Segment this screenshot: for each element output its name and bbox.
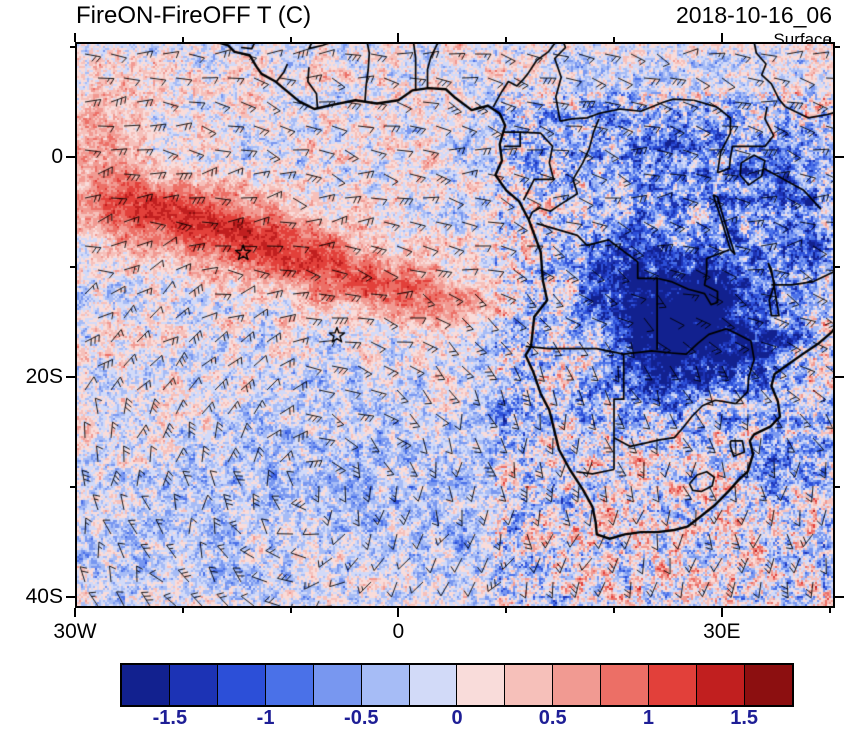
x-axis-tick xyxy=(74,608,76,617)
y-axis-tick xyxy=(835,376,844,379)
y-axis-tick xyxy=(835,156,844,159)
colorbar-cell xyxy=(313,665,362,705)
y-axis-tick xyxy=(70,46,75,49)
colorbar-cell xyxy=(169,665,218,705)
x-axis-tick xyxy=(397,33,400,42)
colorbar-cell xyxy=(601,665,650,705)
y-axis-label: 0 xyxy=(51,145,63,169)
colorbar-cell xyxy=(265,665,314,705)
colorbar-cell xyxy=(744,665,792,705)
plot-title: FireON-FireOFF T (C) xyxy=(76,2,312,29)
x-axis-label: 30W xyxy=(53,620,97,643)
colorbar-cell xyxy=(409,665,458,705)
y-axis-label: 40S xyxy=(25,585,63,608)
x-axis-tick xyxy=(613,608,615,613)
x-axis-tick xyxy=(397,608,400,617)
colorbar-cell xyxy=(217,665,266,705)
colorbar-tick-label: -1.5 xyxy=(152,707,188,729)
y-axis-tick xyxy=(835,486,840,489)
map-canvas xyxy=(75,42,835,608)
colorbar-tick-label: 1.5 xyxy=(730,707,759,729)
colorbar-tick-label: -0.5 xyxy=(344,707,379,729)
colorbar-tick-label: 1 xyxy=(642,707,654,729)
y-axis-tick xyxy=(835,46,840,49)
x-axis-tick xyxy=(720,608,723,617)
x-axis-tick xyxy=(289,608,292,613)
x-axis-tick xyxy=(181,37,184,42)
x-axis-tick xyxy=(720,33,723,42)
y-axis-tick xyxy=(70,486,75,489)
colorbar-cell xyxy=(553,665,602,705)
y-axis-tick xyxy=(835,596,844,598)
y-axis-tick xyxy=(66,596,75,598)
x-axis-tick xyxy=(828,37,831,42)
colorbar-tick-label: 0.5 xyxy=(538,707,567,729)
colorbar-cell xyxy=(505,665,554,705)
x-axis-tick xyxy=(181,608,184,613)
colorbar-cell xyxy=(361,665,410,705)
colorbar-tick-label: -1 xyxy=(256,707,275,729)
x-axis-tick xyxy=(505,608,508,613)
colorbar-cell xyxy=(649,665,698,705)
y-axis-tick xyxy=(66,156,75,159)
plot-datetime: 2018-10-16_06 xyxy=(675,2,832,28)
x-axis-tick xyxy=(828,608,831,613)
colorbar xyxy=(120,663,794,707)
colorbar-cell xyxy=(457,665,506,705)
x-axis-tick xyxy=(74,33,76,42)
y-axis-label: 20S xyxy=(25,365,63,389)
colorbar-cell xyxy=(122,665,170,705)
colorbar-tick-label: 0 xyxy=(451,707,463,729)
y-axis-tick xyxy=(70,266,75,269)
y-axis-tick xyxy=(66,376,75,379)
colorbar-cell xyxy=(697,665,745,705)
x-axis-tick xyxy=(289,37,292,42)
x-axis-tick xyxy=(613,37,615,42)
y-axis-tick xyxy=(835,266,840,269)
x-axis-label: 0 xyxy=(392,620,405,643)
x-axis-tick xyxy=(505,37,508,42)
x-axis-label: 30E xyxy=(703,620,741,643)
